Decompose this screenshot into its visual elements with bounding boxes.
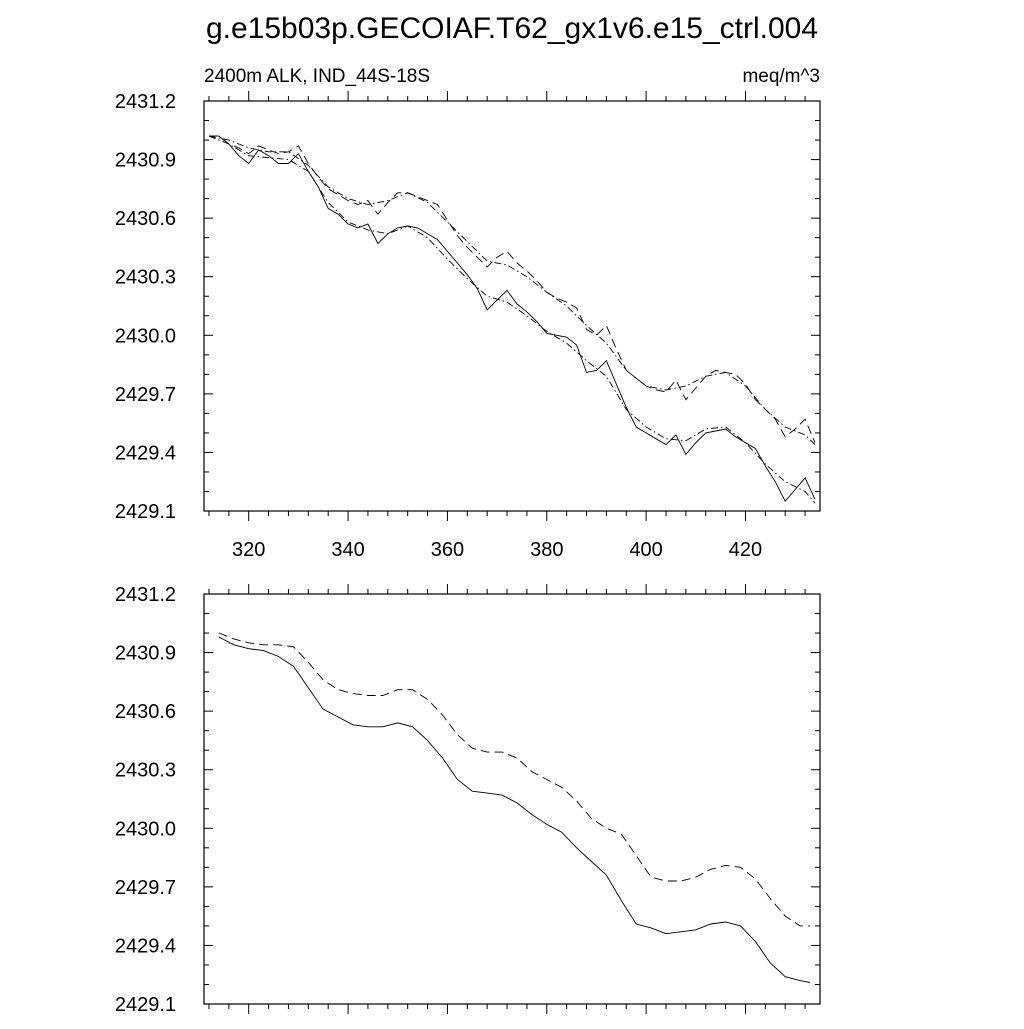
top-x-tick-label: 340	[331, 539, 364, 561]
chart-subtitle-left: 2400m ALK, IND_44S-18S	[204, 66, 430, 87]
top-series-3-dashdot-line	[208, 135, 816, 504]
top-panel-frame	[203, 100, 821, 512]
top-series-1-solid-line	[209, 135, 816, 503]
top-y-tick-label: 2429.4	[115, 442, 176, 464]
bottom-y-tick-label: 2430.3	[115, 760, 176, 782]
bottom-y-tick-label: 2429.1	[115, 994, 176, 1016]
top-y-tick-label: 2430.9	[115, 150, 176, 172]
top-panel-series	[208, 135, 816, 504]
chart-subtitle-right: meq/m^3	[742, 66, 820, 87]
top-y-tick-label: 2429.7	[115, 384, 176, 406]
top-x-tick-label: 320	[232, 539, 265, 561]
bottom-panel: 2429.1 2429.4 2429.7 2430.0 2430.3 2430.6 2430…	[115, 584, 821, 1016]
top-y-tick-label: 2431.2	[115, 91, 176, 113]
top-y-tick-label: 2429.1	[115, 501, 176, 523]
top-x-tick-label: 380	[530, 539, 563, 561]
bottom-y-tick-label: 2429.4	[115, 935, 176, 957]
top-y-tick-label: 2430.6	[115, 208, 176, 230]
bottom-y-tick-label: 2430.6	[115, 701, 176, 723]
bottom-y-tick-label: 2430.9	[115, 643, 176, 665]
bottom-y-tick-label: 2429.7	[115, 877, 176, 899]
bottom-y-tick-label: 2431.2	[115, 584, 176, 606]
top-y-tick-label: 2430.0	[115, 325, 176, 347]
top-series-2-dashed-line	[209, 135, 816, 443]
bottom-series-2-dashed-line	[218, 632, 811, 927]
bottom-panel-axes: 2429.1 2429.4 2429.7 2430.0 2430.3 2430.6 2430…	[115, 584, 820, 1016]
bottom-y-tick-label: 2430.0	[115, 818, 176, 840]
top-x-tick-label: 360	[431, 539, 464, 561]
bottom-panel-series	[218, 632, 811, 983]
chart-title: g.e15b03p.GECOIAF.T62_gx1v6.e15_ctrl.004	[206, 12, 818, 45]
top-panel: 2429.1 2429.4 2429.7 2430.0 2430.3 2430.6 2430…	[115, 91, 821, 561]
bottom-series-1-solid-line	[218, 636, 811, 983]
top-series-4-dashdot-line	[208, 135, 816, 445]
top-x-tick-label: 400	[629, 539, 662, 561]
bottom-panel-frame	[203, 593, 821, 1005]
top-panel-axes: 2429.1 2429.4 2429.7 2430.0 2430.3 2430.6 2430…	[115, 91, 820, 561]
top-y-tick-label: 2430.3	[115, 267, 176, 289]
top-x-tick-label: 420	[729, 539, 762, 561]
